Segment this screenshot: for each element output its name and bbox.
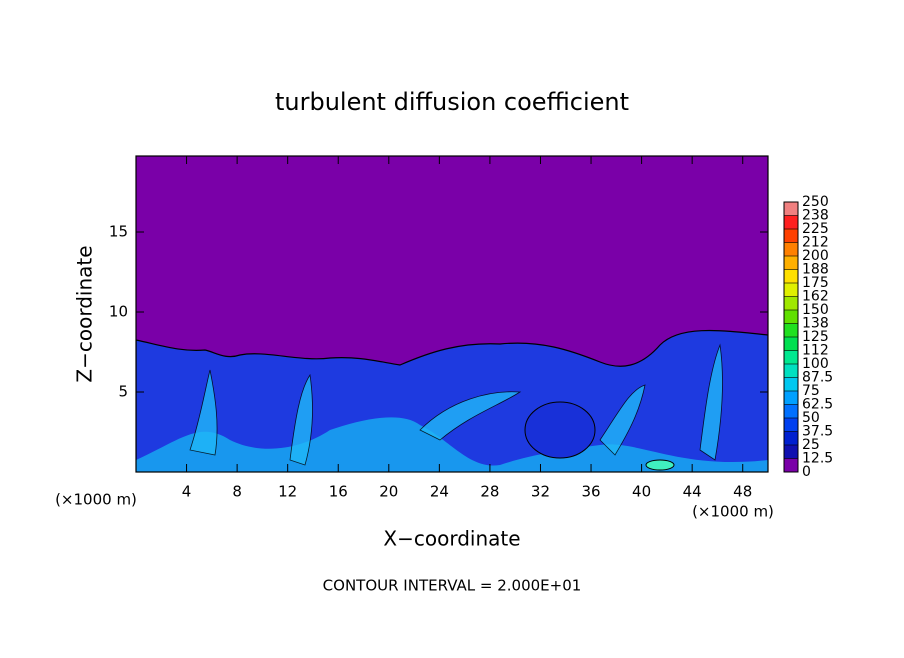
colorbar-label: 175 <box>802 275 829 291</box>
colorbar-band <box>784 404 798 418</box>
x-tick-label: 40 <box>632 483 651 501</box>
colorbar-label: 150 <box>802 302 829 318</box>
colorbar-label: 25 <box>802 437 820 453</box>
colorbar-label: 125 <box>802 329 829 345</box>
colorbar-band <box>784 377 798 391</box>
colorbar-band <box>784 310 798 324</box>
x-unit-right: (×1000 m) <box>692 503 774 521</box>
colorbar-band <box>784 229 798 243</box>
colorbar-band <box>784 337 798 351</box>
y-tick-label: 5 <box>118 383 128 401</box>
colorbar-label: 250 <box>802 194 829 210</box>
colorbar-label: 225 <box>802 221 829 237</box>
x-tick-label: 36 <box>581 483 600 501</box>
colorbar-label: 212 <box>802 235 829 251</box>
colorbar-label: 50 <box>802 410 820 426</box>
colorbar-band <box>784 283 798 297</box>
colorbar-band <box>784 458 798 472</box>
colorbar-label: 62.5 <box>802 397 833 413</box>
colorbar-label: 200 <box>802 248 829 264</box>
colorbar-band <box>784 391 798 405</box>
colorbar-label: 37.5 <box>802 424 833 440</box>
y-axis-label: Z−coordinate <box>73 245 97 382</box>
colorbar-label: 100 <box>802 356 829 372</box>
colorbar-band <box>784 256 798 270</box>
colorbar-band <box>784 296 798 310</box>
x-tick-label: 12 <box>278 483 297 501</box>
plot-frame <box>135 155 769 473</box>
colorbar-label: 238 <box>802 208 829 224</box>
colorbar-band <box>784 445 798 459</box>
colorbar-label: 138 <box>802 316 829 332</box>
colorbar-band <box>784 215 798 229</box>
x-tick-label: 16 <box>329 483 348 501</box>
colorbar-label: 188 <box>802 262 829 278</box>
colorbar-band <box>784 350 798 364</box>
colorbar-label: 12.5 <box>802 451 833 467</box>
colorbar-band <box>784 431 798 445</box>
field <box>136 156 768 472</box>
y-tick-label: 10 <box>109 303 128 321</box>
x-tick-label: 28 <box>480 483 499 501</box>
colorbar-label: 87.5 <box>802 370 833 386</box>
colorbar-band <box>784 418 798 432</box>
colorbar-label: 162 <box>802 289 829 305</box>
x-tick-label: 44 <box>683 483 702 501</box>
field-contour <box>524 401 596 459</box>
x-tick-label: 32 <box>531 483 550 501</box>
colorbar-label: 0 <box>802 464 811 480</box>
colorbar-label: 112 <box>802 343 829 359</box>
x-tick-label: 8 <box>232 483 242 501</box>
field-streak <box>189 343 723 466</box>
y-tick-label: 15 <box>109 223 128 241</box>
colorbar-band <box>784 242 798 256</box>
chart-title: turbulent diffusion coefficient <box>275 88 629 116</box>
contour-interval: CONTOUR INTERVAL = 2.000E+01 <box>323 577 582 595</box>
x-tick-label: 48 <box>733 483 752 501</box>
colorbar-band <box>784 364 798 378</box>
field-contour <box>645 459 675 471</box>
x-unit-left: (×1000 m) <box>55 491 137 509</box>
colorbar-band <box>784 269 798 283</box>
colorbar-band <box>784 323 798 337</box>
x-tick-label: 4 <box>182 483 192 501</box>
x-tick-label: 24 <box>430 483 449 501</box>
x-tick-label: 20 <box>379 483 398 501</box>
colorbar-band <box>784 202 798 216</box>
x-axis-label: X−coordinate <box>383 527 520 551</box>
colorbar-label: 75 <box>802 383 820 399</box>
